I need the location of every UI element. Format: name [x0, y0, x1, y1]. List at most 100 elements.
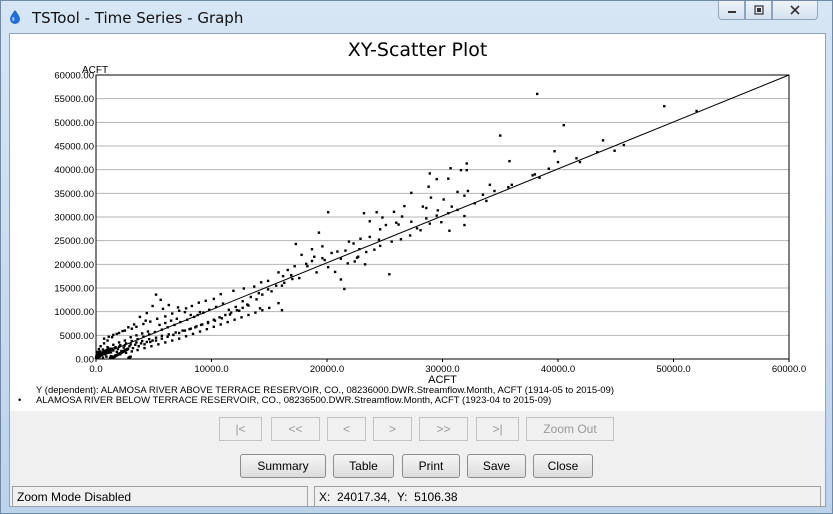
data-point — [578, 160, 582, 164]
data-point — [166, 326, 169, 329]
data-point — [198, 310, 202, 314]
last-button[interactable]: >| — [476, 417, 519, 441]
data-point — [238, 309, 241, 312]
data-point — [179, 320, 182, 324]
data-point — [553, 150, 556, 153]
data-point — [98, 350, 102, 353]
data-point — [105, 355, 108, 358]
data-point — [294, 242, 298, 246]
graph-area[interactable]: XY-Scatter Plot 0.00 5000.00 10000.00 15000… — [10, 34, 825, 411]
data-point — [106, 345, 109, 349]
data-point — [158, 323, 161, 327]
data-point — [181, 329, 184, 332]
next-page-button[interactable]: >> — [419, 417, 468, 441]
data-point — [160, 334, 164, 338]
data-point — [124, 342, 128, 345]
data-point — [159, 298, 162, 302]
legend-text-dependent: Y (dependent): ALAMOSA RIVER ABOVE TERRA… — [36, 385, 615, 396]
data-point — [132, 323, 136, 326]
data-point — [196, 313, 199, 317]
data-point — [622, 143, 626, 147]
plot-frame — [95, 74, 790, 360]
first-button[interactable]: |< — [219, 417, 262, 441]
data-point — [137, 345, 140, 348]
data-point — [281, 274, 285, 278]
data-point — [435, 177, 438, 181]
data-point — [310, 259, 314, 263]
next-button[interactable]: > — [373, 417, 412, 441]
save-button[interactable]: Save — [467, 454, 526, 478]
data-point — [144, 319, 147, 322]
zoom-out-button[interactable]: Zoom Out — [526, 417, 614, 441]
close-button[interactable]: Close — [533, 454, 593, 478]
window-controls — [718, 1, 818, 21]
data-point — [421, 205, 425, 208]
data-point — [130, 339, 134, 343]
data-point — [160, 328, 164, 331]
title-bar[interactable]: TSTool - Time Series - Graph — [1, 1, 832, 33]
data-point — [298, 276, 301, 280]
data-point — [107, 335, 110, 338]
data-point — [124, 351, 128, 355]
x-axis-label: ACFT — [428, 374, 457, 386]
data-point — [266, 288, 270, 291]
data-point — [330, 251, 333, 255]
data-point — [425, 206, 428, 210]
data-point — [151, 304, 154, 308]
data-point — [317, 231, 321, 234]
data-point — [112, 333, 115, 337]
data-point — [277, 301, 280, 305]
data-point — [232, 289, 235, 293]
data-point — [176, 306, 180, 309]
x-tick-label: 0.0 — [89, 364, 102, 375]
data-point — [359, 237, 362, 240]
data-point — [241, 300, 244, 303]
data-point — [121, 329, 124, 333]
data-point — [536, 92, 539, 96]
summary-button[interactable]: Summary — [240, 454, 326, 478]
data-point — [249, 295, 252, 299]
data-point — [212, 297, 216, 301]
minimize-button[interactable] — [718, 1, 745, 20]
maximize-button[interactable] — [745, 1, 772, 20]
data-point — [547, 167, 550, 170]
data-point — [321, 245, 324, 248]
data-point — [315, 271, 318, 274]
data-point — [395, 221, 398, 224]
table-button[interactable]: Table — [333, 454, 394, 478]
data-point — [184, 307, 188, 310]
data-point — [306, 265, 309, 268]
data-point — [378, 228, 382, 231]
data-point — [358, 247, 361, 251]
data-point — [425, 217, 428, 220]
data-point — [129, 336, 132, 339]
data-point — [192, 315, 196, 319]
data-point — [164, 321, 167, 325]
previous-page-button[interactable]: << — [271, 417, 320, 441]
data-point — [219, 323, 222, 326]
data-point — [601, 139, 605, 142]
print-button[interactable]: Print — [402, 454, 460, 478]
data-point — [429, 196, 433, 199]
y-axis-label: ACFT — [82, 65, 108, 76]
data-point — [365, 250, 368, 254]
data-point — [145, 340, 149, 344]
data-point — [305, 262, 308, 266]
data-point — [127, 326, 130, 329]
data-point — [198, 330, 202, 333]
data-point — [368, 235, 371, 239]
scatter-plot[interactable]: 0.00 5000.00 10000.00 15000.00 20000.00 25000… — [10, 34, 825, 411]
data-point — [280, 284, 284, 287]
data-point — [108, 347, 111, 350]
previous-button[interactable]: < — [327, 417, 366, 441]
data-point — [220, 317, 224, 320]
data-point — [261, 309, 264, 312]
data-point — [323, 258, 326, 262]
data-point — [117, 341, 121, 344]
data-point — [326, 265, 330, 269]
close-window-button[interactable] — [772, 1, 818, 20]
data-point — [463, 214, 466, 218]
data-point — [149, 340, 152, 344]
data-point — [415, 227, 419, 230]
data-point — [596, 150, 599, 154]
